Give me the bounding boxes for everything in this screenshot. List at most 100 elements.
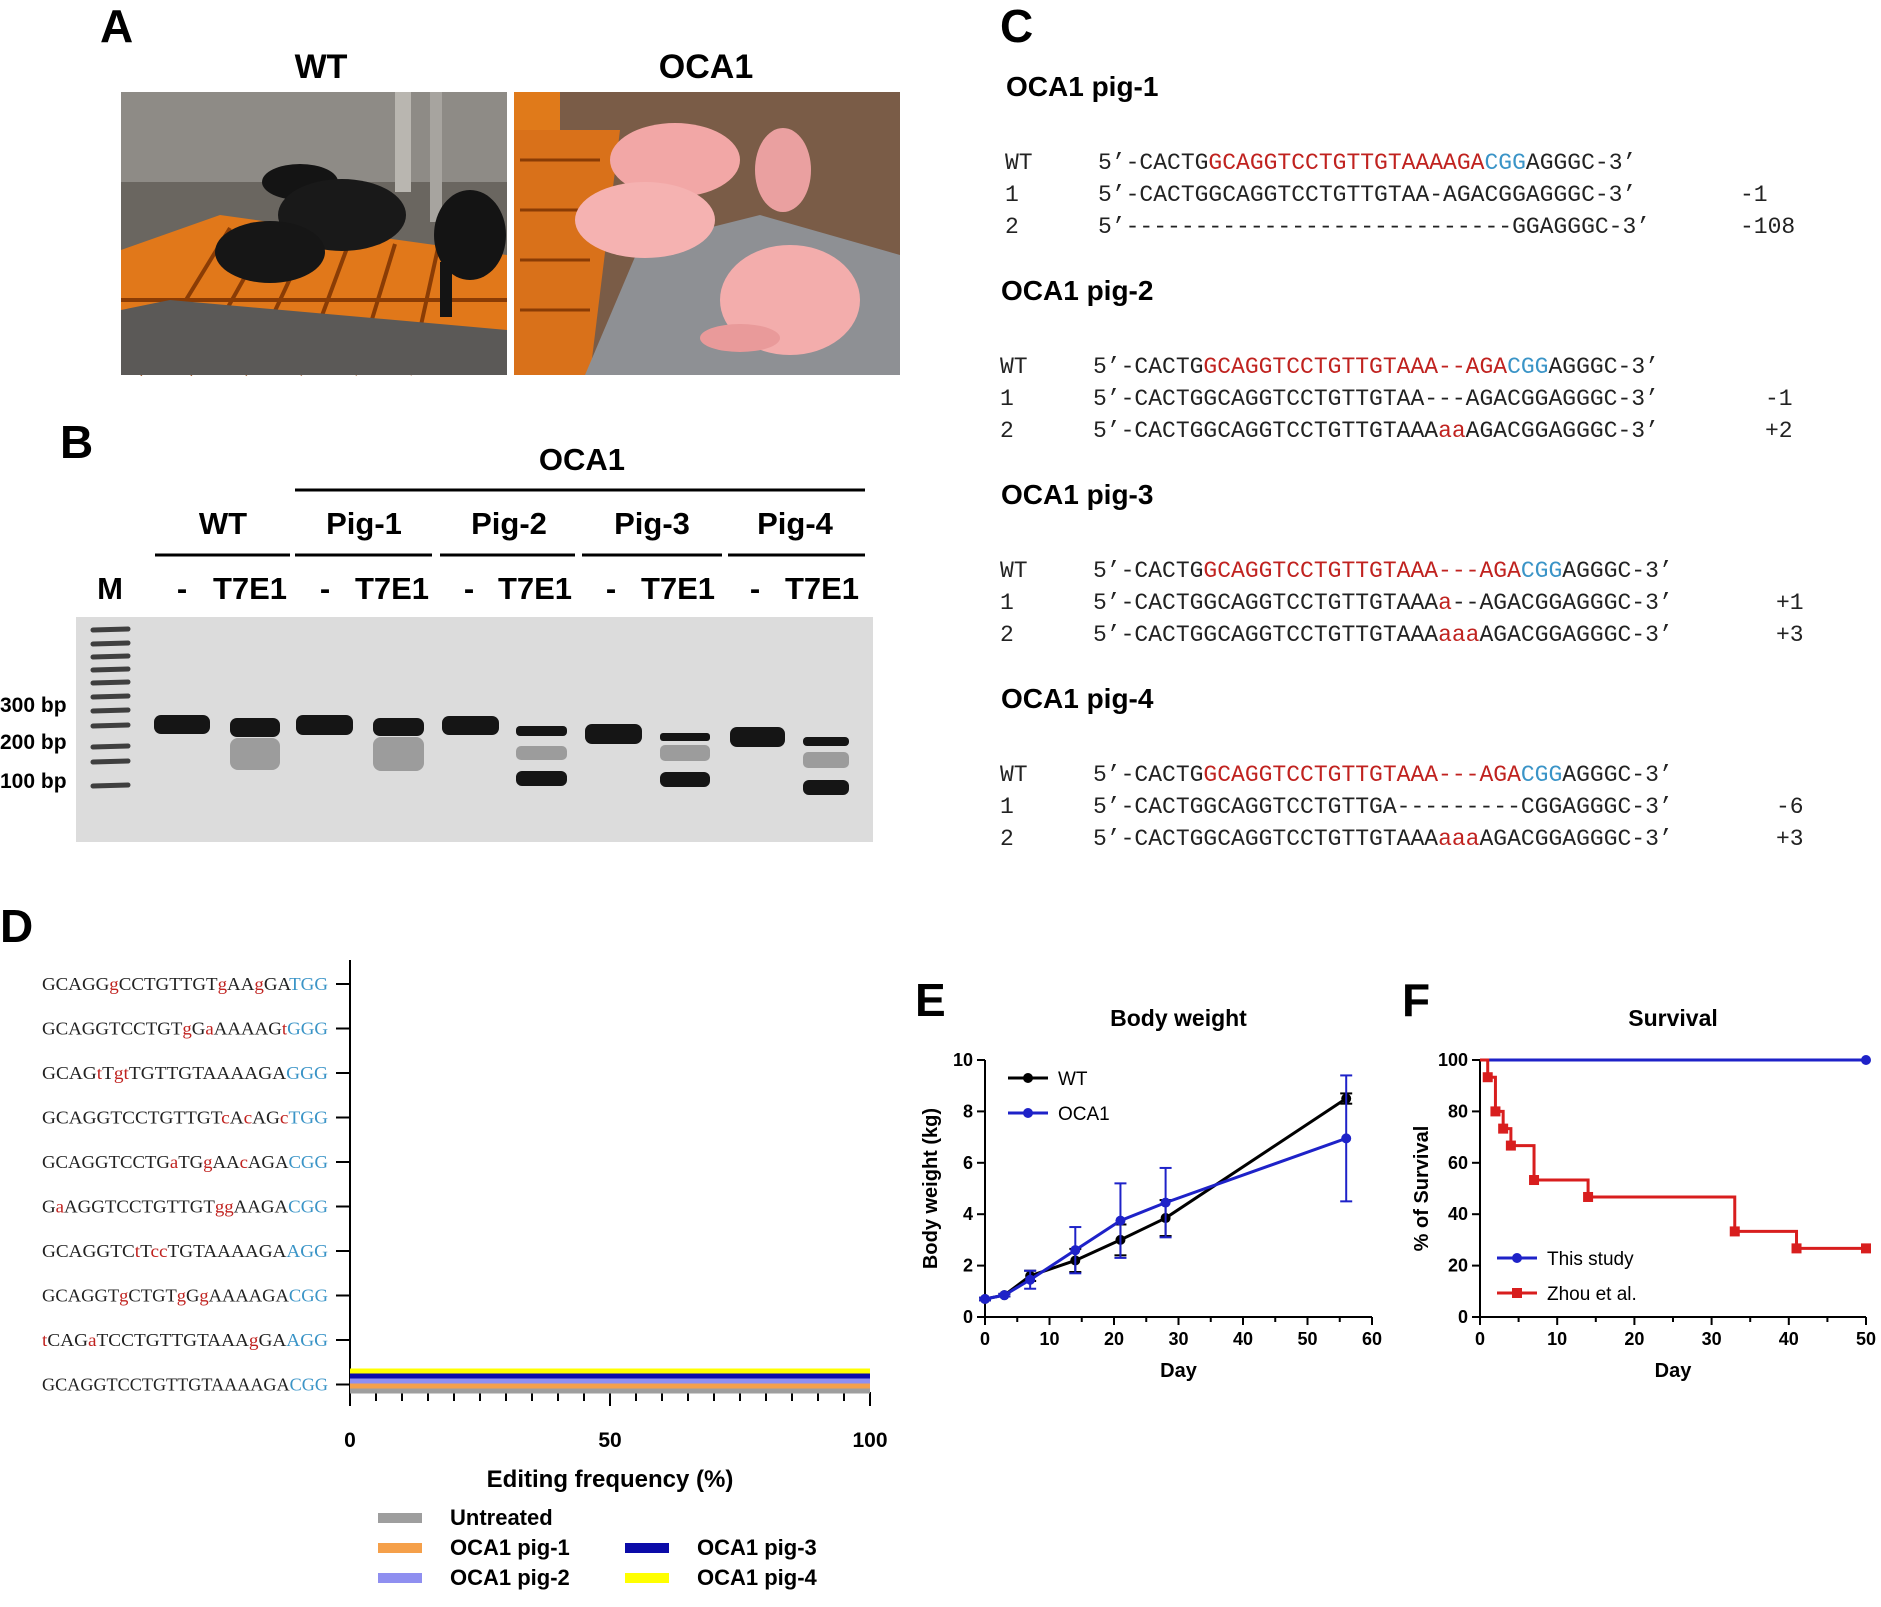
edited-base: a	[56, 1197, 64, 1217]
x-tick-label: 30	[1702, 1329, 1722, 1349]
sequence-fragment: AAGA	[234, 1197, 288, 1217]
y-tick-label: 100	[1438, 1050, 1468, 1070]
edited-base: g	[218, 974, 227, 994]
data-point	[1529, 1175, 1540, 1186]
x-tick-label: 20	[1624, 1329, 1644, 1349]
wt-photo-label: WT	[295, 48, 348, 86]
x-axis-label: Day	[1655, 1360, 1693, 1382]
off-target-sequence: tCAG aTCCTGTTGTAAA gGAAGG	[42, 1330, 328, 1350]
allele-id: WT	[1005, 150, 1033, 176]
sequence-fragment: GCAGG	[42, 974, 109, 994]
data-point	[1729, 1226, 1740, 1237]
edited-base: t	[282, 1019, 287, 1039]
y-tick-label: 80	[1448, 1101, 1468, 1121]
data-point	[980, 1294, 990, 1305]
panel-label-f: F	[1402, 974, 1430, 1026]
sequence-fragment: AGACGGAGGGC-3’	[1479, 826, 1672, 852]
allele-sequence: 5’-CACTGGCAGGTCCTGTTGTAAAaaaAGACGGAGGGC-…	[1093, 622, 1673, 648]
sequence-fragment: --AGACGGAGGGC-3’	[1452, 590, 1673, 616]
treatment-minus: -	[606, 571, 616, 606]
sequence-fragment: 5’-CACTG	[1098, 150, 1208, 176]
off-target-sequence: GCAG tTgtTGTTGTAAAAGA GGG	[42, 1063, 328, 1083]
indel-size: -1	[1765, 386, 1793, 412]
panel-b: OCA1 WT Pig-1 Pig-2 Pig-3 Pig-4 M - T7E1…	[0, 442, 873, 842]
treatment-t7e1: T7E1	[641, 571, 715, 606]
edited-base: g	[119, 1286, 128, 1306]
allele-sequence: 5’-CACTGGCAGGTCCTGTTGTAAAaaAGACGGAGGGC-3…	[1093, 418, 1659, 444]
data-point	[1070, 1245, 1081, 1256]
treatment-t7e1: T7E1	[498, 571, 572, 606]
sequence-fragment: GCAG	[42, 1063, 97, 1083]
sequence-fragment: GCAGGTC	[42, 1241, 135, 1261]
panel-label-c: C	[1000, 0, 1033, 52]
pam-site: CGG	[1521, 762, 1562, 788]
edited-base: g	[182, 1019, 191, 1039]
allele-id: WT	[1000, 354, 1028, 380]
marker-lane-label: M	[97, 571, 123, 606]
pam-site: CGG	[290, 1375, 328, 1395]
x-tick-label: 50	[598, 1429, 621, 1452]
sequence-fragment: A	[230, 1108, 244, 1128]
edited-base: g	[249, 1330, 259, 1350]
allele-id: 2	[1005, 214, 1019, 240]
lane-label-pig-4: Pig-4	[757, 506, 834, 541]
legend-marker	[1023, 1108, 1033, 1118]
sequence-fragment: AGACGGAGGGC-3’	[1466, 418, 1659, 444]
sequence-fragment: CCTGTTGT	[119, 974, 218, 994]
sequence-fragment: TCCTGTTGTAAA	[97, 1330, 249, 1350]
legend-swatch	[378, 1543, 422, 1553]
data-point	[1861, 1055, 1871, 1065]
allele-id: 1	[1005, 182, 1019, 208]
data-point	[1861, 1243, 1871, 1254]
y-axis-label: Body weight (kg)	[920, 1108, 942, 1269]
oca1-photo-label: OCA1	[659, 48, 753, 86]
pam-site: CGG	[289, 1286, 328, 1306]
pig-block-title: OCA1 pig-3	[1001, 479, 1153, 510]
legend-label: Zhou et al.	[1547, 1284, 1637, 1305]
edited-base: g	[254, 974, 263, 994]
indel-size: -108	[1740, 214, 1795, 240]
treatment-minus: -	[320, 571, 330, 606]
data-point	[1498, 1123, 1509, 1134]
legend-marker	[1023, 1073, 1033, 1083]
edited-base: a	[170, 1152, 178, 1172]
gel-group-label: OCA1	[539, 442, 625, 477]
sequence-fragment: CAG	[47, 1330, 88, 1350]
chart-title: Body weight	[1110, 1005, 1247, 1031]
sequence-fragment: AGA	[248, 1152, 289, 1172]
edited-base: a	[88, 1330, 97, 1350]
y-tick-label: 0	[963, 1307, 973, 1327]
legend-label: This study	[1547, 1249, 1634, 1270]
legend-label: OCA1 pig-3	[697, 1535, 817, 1560]
data-point	[1115, 1215, 1126, 1226]
data-point	[999, 1290, 1010, 1301]
allele-sequence: 5’-CACTGGCAGGTCCTGTTGTAAAAGACGGAGGGC-3’	[1098, 150, 1636, 176]
data-point	[1583, 1191, 1594, 1202]
edited-base: GCAGGTCCTGTTGTAAA--AGA	[1203, 354, 1507, 380]
off-target-sequence: GCAGGTCCTG aTGgAAcAGACGG	[42, 1152, 328, 1172]
allele-id: WT	[1000, 558, 1028, 584]
edited-base: c	[221, 1108, 230, 1128]
legend-swatch	[378, 1573, 422, 1583]
sequence-fragment: 5’-CACTG	[1093, 558, 1203, 584]
edited-base: c	[280, 1108, 289, 1128]
allele-id: 1	[1000, 590, 1014, 616]
sequence-fragment: T	[140, 1241, 152, 1261]
panel-label-a: A	[100, 0, 133, 52]
allele-sequence: 5’-CACTGGCAGGTCCTGTTGTAAA---AGACGGAGGGC-…	[1093, 558, 1673, 584]
legend-label: WT	[1058, 1069, 1088, 1090]
edited-base: a	[1438, 590, 1452, 616]
x-axis-label: Day	[1160, 1360, 1198, 1382]
treatment-minus: -	[750, 571, 760, 606]
pig-block-title: OCA1 pig-1	[1006, 71, 1158, 102]
legend-marker	[1512, 1288, 1522, 1298]
sequence-fragment: GA	[264, 974, 291, 994]
data-point	[1490, 1106, 1501, 1117]
data-point	[1025, 1274, 1036, 1285]
edited-base: g	[177, 1286, 186, 1306]
y-tick-label: 0	[1458, 1307, 1468, 1327]
pig-block-title: OCA1 pig-2	[1001, 275, 1153, 306]
legend-label: OCA1 pig-4	[697, 1565, 818, 1590]
allele-id: 2	[1000, 622, 1014, 648]
wt-pig-photo	[121, 92, 507, 377]
